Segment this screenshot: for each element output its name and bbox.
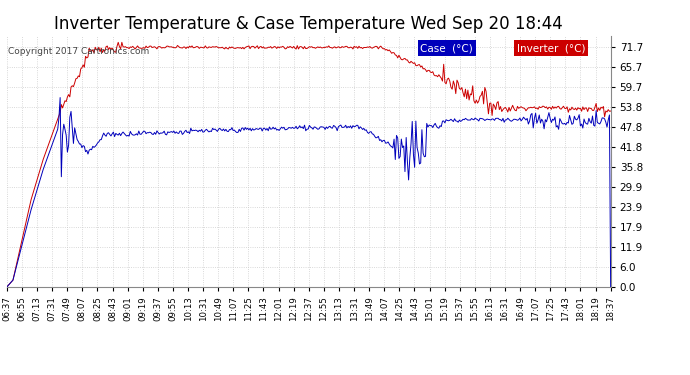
Text: Copyright 2017 Cartronics.com: Copyright 2017 Cartronics.com xyxy=(8,47,150,56)
Text: Inverter  (°C): Inverter (°C) xyxy=(517,43,586,53)
Text: Case  (°C): Case (°C) xyxy=(420,43,473,53)
Title: Inverter Temperature & Case Temperature Wed Sep 20 18:44: Inverter Temperature & Case Temperature … xyxy=(55,15,563,33)
